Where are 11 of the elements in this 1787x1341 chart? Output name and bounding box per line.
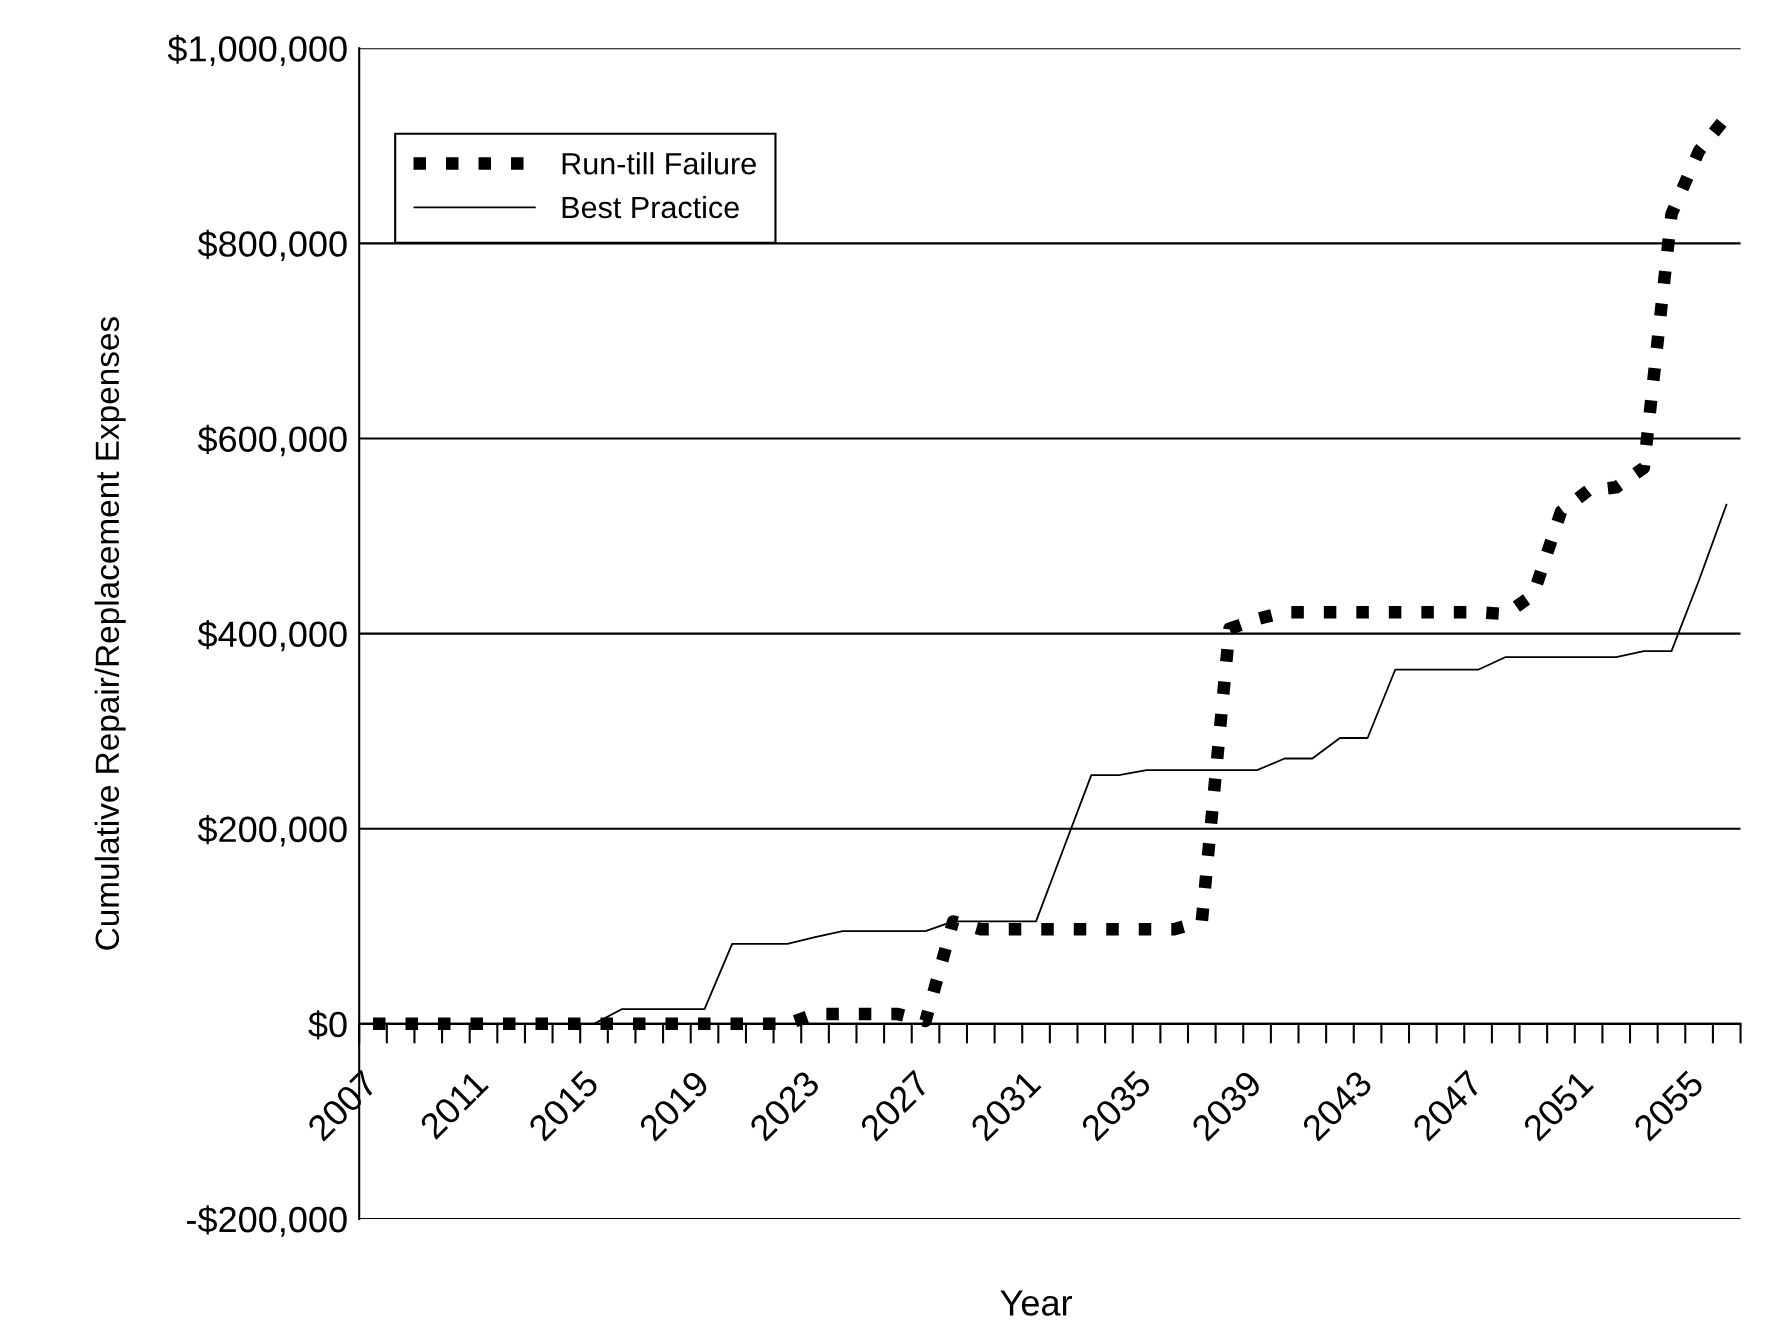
y-tick-label: $0 bbox=[308, 1010, 347, 1040]
y-tick-label: $200,000 bbox=[197, 815, 347, 847]
y-tick-label: $400,000 bbox=[197, 619, 347, 652]
x-axis-title: Year bbox=[1000, 1290, 1072, 1316]
y-tick-label: -$200,000 bbox=[187, 1205, 347, 1237]
legend-label: Best Practice bbox=[562, 195, 739, 219]
y-tick-label: $1,000,000 bbox=[167, 34, 347, 66]
y-tick-label: $800,000 bbox=[197, 229, 347, 262]
y-tick-label: $600,000 bbox=[197, 424, 347, 457]
legend-label: Run-till Failure bbox=[562, 152, 756, 175]
y-axis-title: Cumulative Repair/Replacement Expenses bbox=[94, 317, 126, 950]
